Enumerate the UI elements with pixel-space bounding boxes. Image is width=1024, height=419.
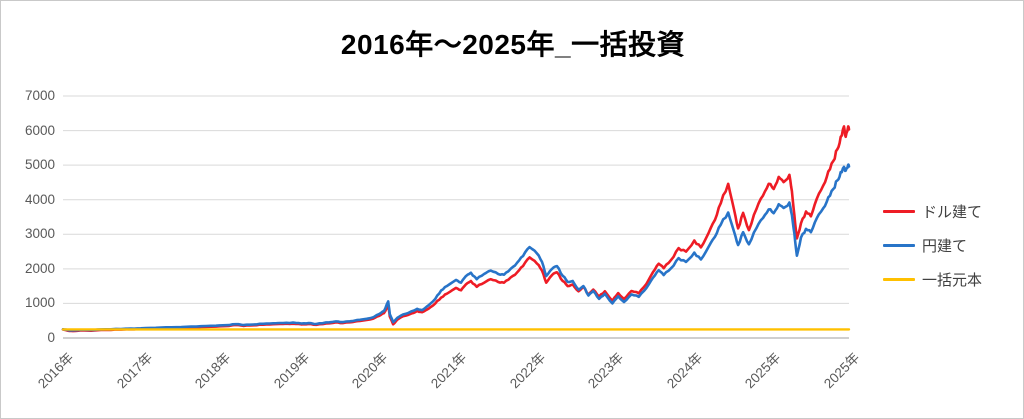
legend-line-swatch-icon xyxy=(883,243,915,247)
y-tick-label: 7000 xyxy=(24,88,55,103)
legend: ドル建て円建て一括元本 xyxy=(883,201,982,289)
series-line-0 xyxy=(61,125,851,333)
y-tick-label: 6000 xyxy=(24,122,55,138)
legend-label: 一括元本 xyxy=(922,271,983,289)
y-tick-label: 2000 xyxy=(24,260,55,276)
legend-line-swatch-icon xyxy=(883,209,915,213)
y-tick-label: 3000 xyxy=(24,226,55,242)
legend-line-swatch-icon xyxy=(883,277,915,281)
legend-item-1: 円建て xyxy=(883,235,982,255)
legend-item-0: ドル建て xyxy=(883,201,982,221)
y-tick-label: 4000 xyxy=(24,191,55,207)
y-tick-label: 0 xyxy=(47,330,55,345)
legend-label: ドル建て xyxy=(922,203,983,221)
series-line-1 xyxy=(61,163,851,332)
y-tick-label: 5000 xyxy=(24,157,55,173)
legend-item-2: 一括元本 xyxy=(883,269,982,289)
y-tick-label: 1000 xyxy=(24,295,55,311)
chart-title: 2016年～2025年_一括投資 xyxy=(340,29,686,60)
legend-label: 円建て xyxy=(922,237,968,255)
